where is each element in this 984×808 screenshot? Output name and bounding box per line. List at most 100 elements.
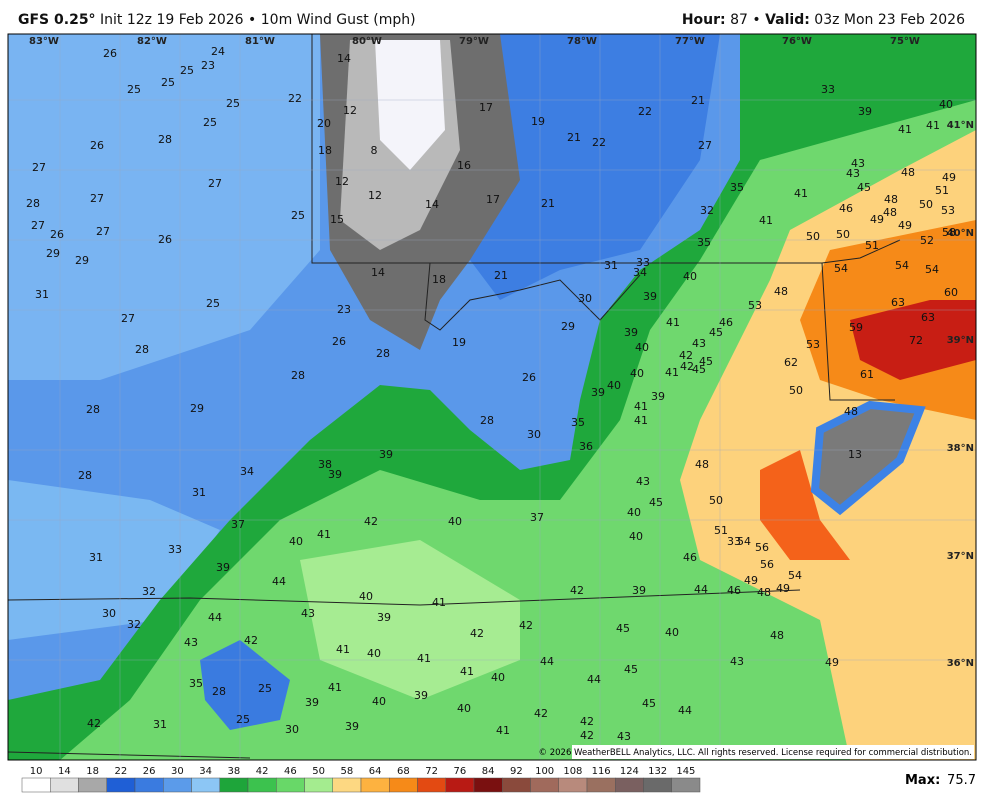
wind-value: 41 — [328, 681, 342, 694]
wind-value: 29 — [75, 254, 89, 267]
wind-value: 31 — [35, 288, 49, 301]
wind-value: 43 — [184, 636, 198, 649]
wind-value: 30 — [578, 292, 592, 305]
wind-value: 30 — [285, 723, 299, 736]
colorbar-label: 116 — [592, 766, 611, 777]
wind-value: 19 — [531, 115, 545, 128]
hour: 87 — [730, 12, 748, 28]
colorbar-label: 145 — [676, 766, 695, 777]
wind-value: 31 — [89, 551, 103, 564]
colorbar-label: 64 — [369, 766, 382, 777]
colorbar-cell — [671, 777, 701, 793]
colorbar-label: 30 — [171, 766, 184, 777]
wind-value: 21 — [494, 269, 508, 282]
wind-value: 32 — [142, 585, 156, 598]
colorbar-cell — [643, 777, 672, 793]
wind-value: 72 — [909, 334, 923, 347]
wind-value: 35 — [189, 677, 203, 690]
wind-value: 27 — [698, 139, 712, 152]
wind-value: 46 — [839, 202, 853, 215]
wind-value: 60 — [944, 286, 958, 299]
wind-value: 43 — [617, 730, 631, 743]
wind-value: 38 — [318, 458, 332, 471]
state-borders — [8, 34, 901, 759]
wind-value: 16 — [457, 159, 471, 172]
wind-value: 25 — [180, 64, 194, 77]
wind-value: 21 — [567, 131, 581, 144]
colorbar-cell — [502, 777, 531, 793]
wind-value: 40 — [448, 515, 462, 528]
wind-value: 54 — [737, 535, 751, 548]
wind-value: 40 — [939, 98, 953, 111]
colorbar-label: 100 — [535, 766, 554, 777]
subtitle: Init 12z 19 Feb 2026 • 10m Wind Gust (mp… — [100, 12, 416, 28]
colorbar-label: 46 — [284, 766, 297, 777]
colorbar-cell — [106, 777, 136, 793]
wind-value: 40 — [630, 367, 644, 380]
wind-value: 54 — [834, 262, 848, 275]
wind-value: 41 — [759, 214, 773, 227]
wind-value: 51 — [714, 524, 728, 537]
wind-value: 32 — [700, 204, 714, 217]
lon-label: 79°W — [459, 36, 489, 47]
wind-value: 25 — [226, 97, 240, 110]
wind-value: 22 — [592, 136, 606, 149]
wind-value: 39 — [377, 611, 391, 624]
colorbar-cell — [586, 777, 616, 793]
colorbar-cell — [445, 777, 475, 793]
field-blue — [470, 34, 720, 300]
wind-value: 28 — [291, 369, 305, 382]
model: GFS 0.25° — [18, 12, 96, 28]
wind-value: 48 — [883, 206, 897, 219]
wind-value: 27 — [96, 225, 110, 238]
max-label: Max: — [905, 773, 940, 788]
wind-value: 33 — [636, 256, 650, 269]
wind-value: 27 — [121, 312, 135, 325]
colorbar-label: 42 — [256, 766, 269, 777]
wind-value: 45 — [857, 181, 871, 194]
wind-value: 21 — [691, 94, 705, 107]
wind-value: 39 — [414, 689, 428, 702]
colorbar-cell — [473, 777, 503, 793]
copyright-box — [572, 745, 974, 759]
wind-value: 28 — [480, 414, 494, 427]
wind-value: 31 — [604, 259, 618, 272]
wind-value: 23 — [337, 303, 351, 316]
wind-value: 41 — [460, 665, 474, 678]
wind-value: 52 — [920, 234, 934, 247]
wind-value: 43 — [692, 337, 706, 350]
wind-value: 50 — [709, 494, 723, 507]
wind-value: 45 — [699, 355, 713, 368]
colorbar-cell — [163, 777, 192, 793]
wind-value: 49 — [776, 582, 790, 595]
field-light-blue — [8, 34, 320, 380]
lon-label: 75°W — [890, 36, 920, 47]
wind-value: 27 — [31, 219, 45, 232]
wind-value: 40 — [289, 535, 303, 548]
wind-value: 49 — [898, 219, 912, 232]
wind-value: 41 — [666, 316, 680, 329]
wind-value: 20 — [317, 117, 331, 130]
colorbar-label: 72 — [425, 766, 438, 777]
wind-value: 36 — [579, 440, 593, 453]
wind-value: 13 — [848, 448, 862, 461]
wind-value: 43 — [851, 157, 865, 170]
wind-value: 41 — [634, 400, 648, 413]
wind-value: 28 — [158, 133, 172, 146]
colorbar-label: 124 — [620, 766, 639, 777]
wind-value: 29 — [46, 247, 60, 260]
wind-value: 41 — [417, 652, 431, 665]
wind-value: 39 — [216, 561, 230, 574]
wind-value: 46 — [727, 584, 741, 597]
wind-value: 41 — [794, 187, 808, 200]
wind-value: 42 — [87, 717, 101, 730]
field-white — [375, 40, 445, 170]
wind-value: 40 — [635, 341, 649, 354]
wind-value: 40 — [457, 702, 471, 715]
wind-value: 28 — [212, 685, 226, 698]
wind-value: 37 — [231, 518, 245, 531]
colorbar-cell — [276, 777, 305, 793]
colorbar-cell — [219, 777, 249, 793]
wind-value: 40 — [665, 626, 679, 639]
field-red — [850, 300, 976, 380]
